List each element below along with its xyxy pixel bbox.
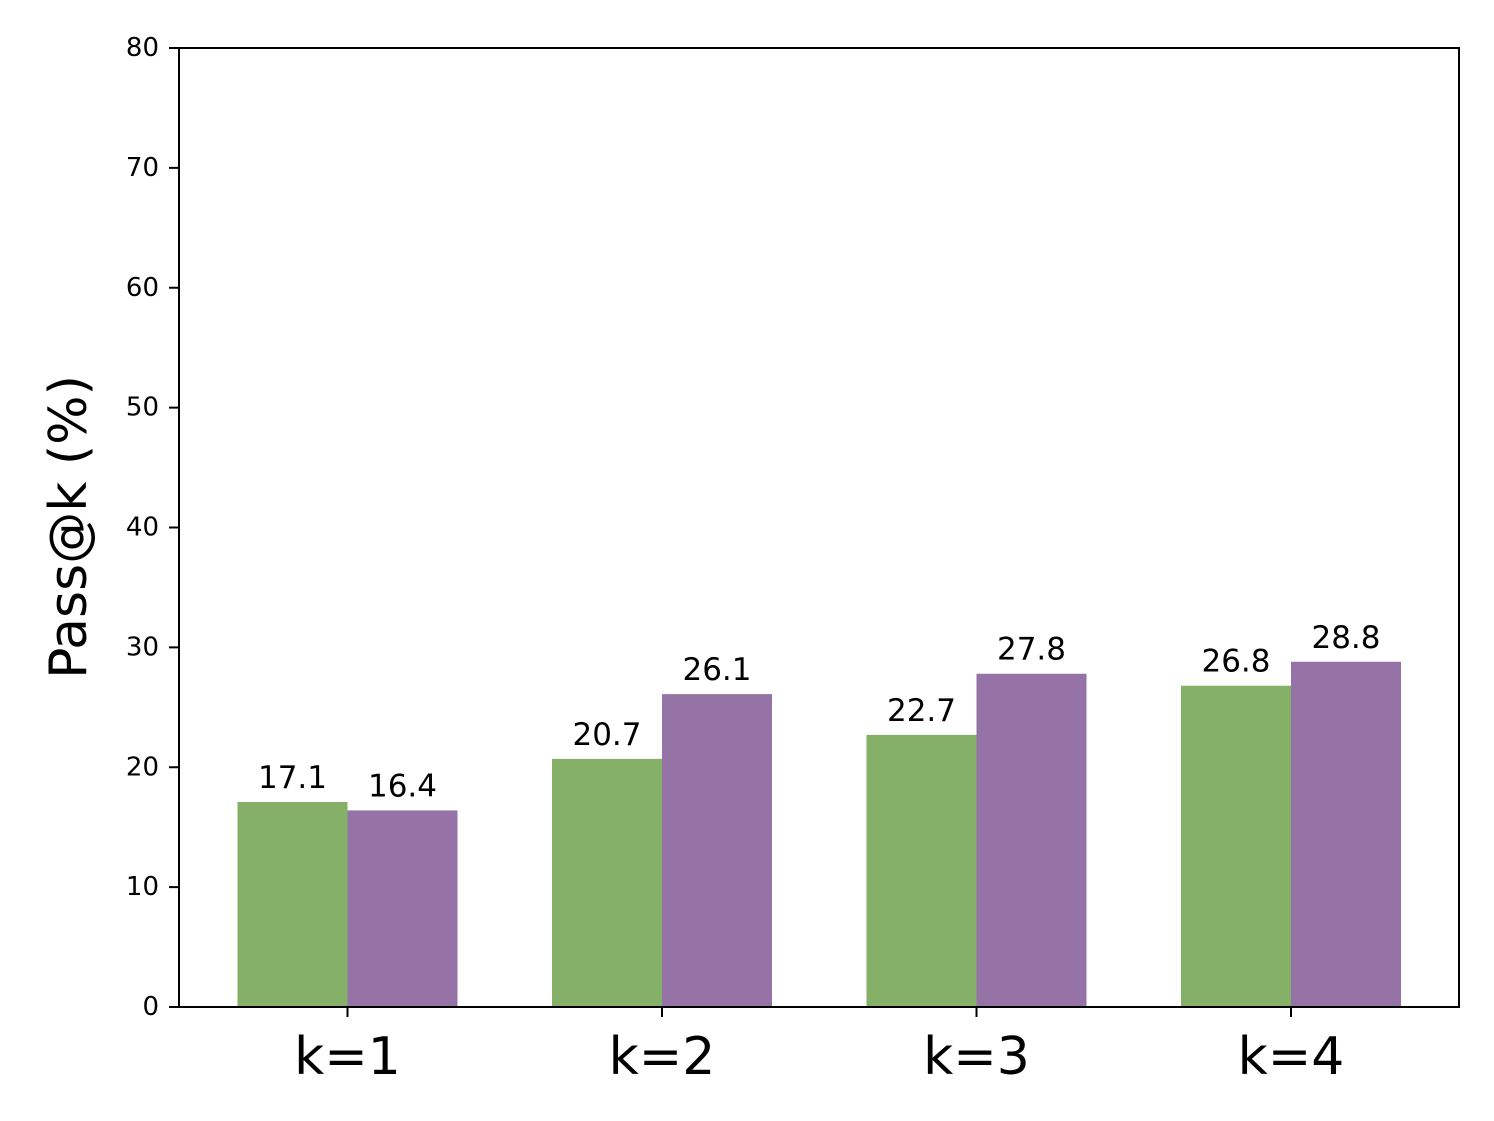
data-label: 26.8 [1201, 644, 1270, 680]
x-tick-label: k=4 [1238, 1027, 1345, 1087]
x-tick-label: k=3 [923, 1027, 1030, 1087]
bar-series1-k=1 [237, 802, 348, 1007]
bar-series2-k=1 [347, 810, 458, 1007]
y-tick-label: 20 [126, 752, 159, 782]
bar-series2-k=3 [976, 673, 1087, 1007]
data-label: 17.1 [258, 760, 327, 796]
data-label: 26.1 [682, 652, 751, 688]
bar-series1-k=3 [866, 734, 977, 1007]
data-label: 27.8 [997, 632, 1066, 668]
y-tick-label: 50 [126, 393, 159, 423]
bar-series1-k=2 [552, 758, 662, 1007]
bar-series2-k=2 [662, 694, 772, 1007]
data-label: 28.8 [1311, 620, 1380, 656]
bars-group [237, 661, 1401, 1007]
y-tick-label: 10 [126, 872, 159, 902]
y-tick-label: 30 [126, 632, 159, 662]
x-tick-label: k=1 [294, 1027, 401, 1087]
x-tick-label: k=2 [609, 1027, 716, 1087]
y-tick-label: 70 [126, 153, 159, 183]
y-tick-label: 40 [126, 513, 159, 543]
y-tick-label: 80 [126, 33, 159, 63]
y-tick-label: 0 [142, 992, 159, 1022]
y-axis: 0 10 20 30 40 50 60 70 80 [126, 33, 179, 1022]
data-label: 20.7 [572, 717, 641, 753]
bar-series2-k=4 [1291, 661, 1401, 1007]
x-axis: k=1 k=2 k=3 k=4 [294, 1007, 1344, 1087]
data-label: 16.4 [368, 768, 437, 804]
data-labels-group: 17.1 20.7 22.7 26.8 16.4 26.1 27.8 28.8 [258, 620, 1381, 805]
y-tick-label: 60 [126, 273, 159, 303]
data-label: 22.7 [887, 693, 956, 729]
bar-series1-k=4 [1181, 685, 1291, 1007]
y-axis-title: Pass@k (%) [39, 375, 99, 679]
